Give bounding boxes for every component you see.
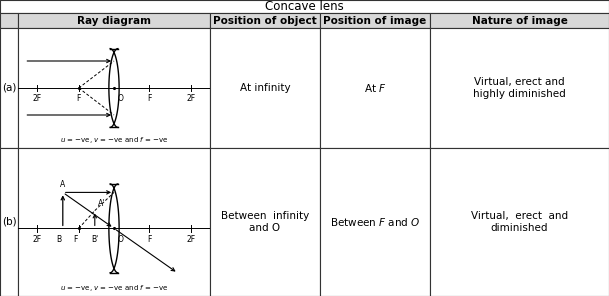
Text: At infinity: At infinity	[240, 83, 290, 93]
Bar	[18, 148, 210, 296]
Bar	[18, 13, 210, 28]
Text: Concave lens: Concave lens	[265, 0, 344, 13]
Text: (a): (a)	[2, 83, 16, 93]
Text: $u$ = −ve, $v$ = −ve and $f$ = −ve: $u$ = −ve, $v$ = −ve and $f$ = −ve	[60, 135, 168, 145]
Text: 2F: 2F	[186, 235, 195, 244]
Text: Virtual,  erect  and
diminished: Virtual, erect and diminished	[471, 211, 568, 233]
Text: B': B'	[91, 235, 99, 244]
Bar	[430, 28, 609, 148]
Text: F: F	[73, 235, 77, 244]
Text: Position of object: Position of object	[213, 15, 317, 25]
Bar	[210, 28, 320, 148]
Text: A': A'	[98, 200, 105, 208]
Bar	[430, 13, 609, 28]
Bar	[430, 148, 609, 296]
Text: F: F	[77, 94, 81, 103]
Text: Between  infinity
and O: Between infinity and O	[221, 211, 309, 233]
Text: A: A	[60, 181, 65, 189]
Bar	[0, 0, 609, 13]
Bar	[320, 13, 430, 28]
Text: Virtual, erect and
highly diminished: Virtual, erect and highly diminished	[473, 77, 566, 99]
Text: Nature of image: Nature of image	[471, 15, 568, 25]
Bar	[210, 148, 320, 296]
Text: 2F: 2F	[186, 94, 195, 103]
Text: Position of image: Position of image	[323, 15, 427, 25]
Text: $u$ = −ve, $v$ = −ve and $f$ = −ve: $u$ = −ve, $v$ = −ve and $f$ = −ve	[60, 283, 168, 293]
Text: O: O	[118, 94, 124, 103]
Bar	[320, 28, 430, 148]
Text: F: F	[147, 94, 152, 103]
Text: At $F$: At $F$	[364, 82, 386, 94]
Text: F: F	[147, 235, 152, 244]
Bar	[0, 13, 18, 28]
Text: B: B	[56, 235, 61, 244]
Text: Between $F$ and $O$: Between $F$ and $O$	[329, 216, 420, 228]
Bar	[210, 13, 320, 28]
Bar	[320, 148, 430, 296]
Bar	[18, 28, 210, 148]
Text: Ray diagram: Ray diagram	[77, 15, 151, 25]
Text: 2F: 2F	[33, 235, 42, 244]
Bar	[0, 148, 18, 296]
Text: O: O	[118, 235, 124, 244]
Bar	[0, 28, 18, 148]
Text: (b): (b)	[2, 217, 16, 227]
Text: 2F: 2F	[33, 94, 42, 103]
